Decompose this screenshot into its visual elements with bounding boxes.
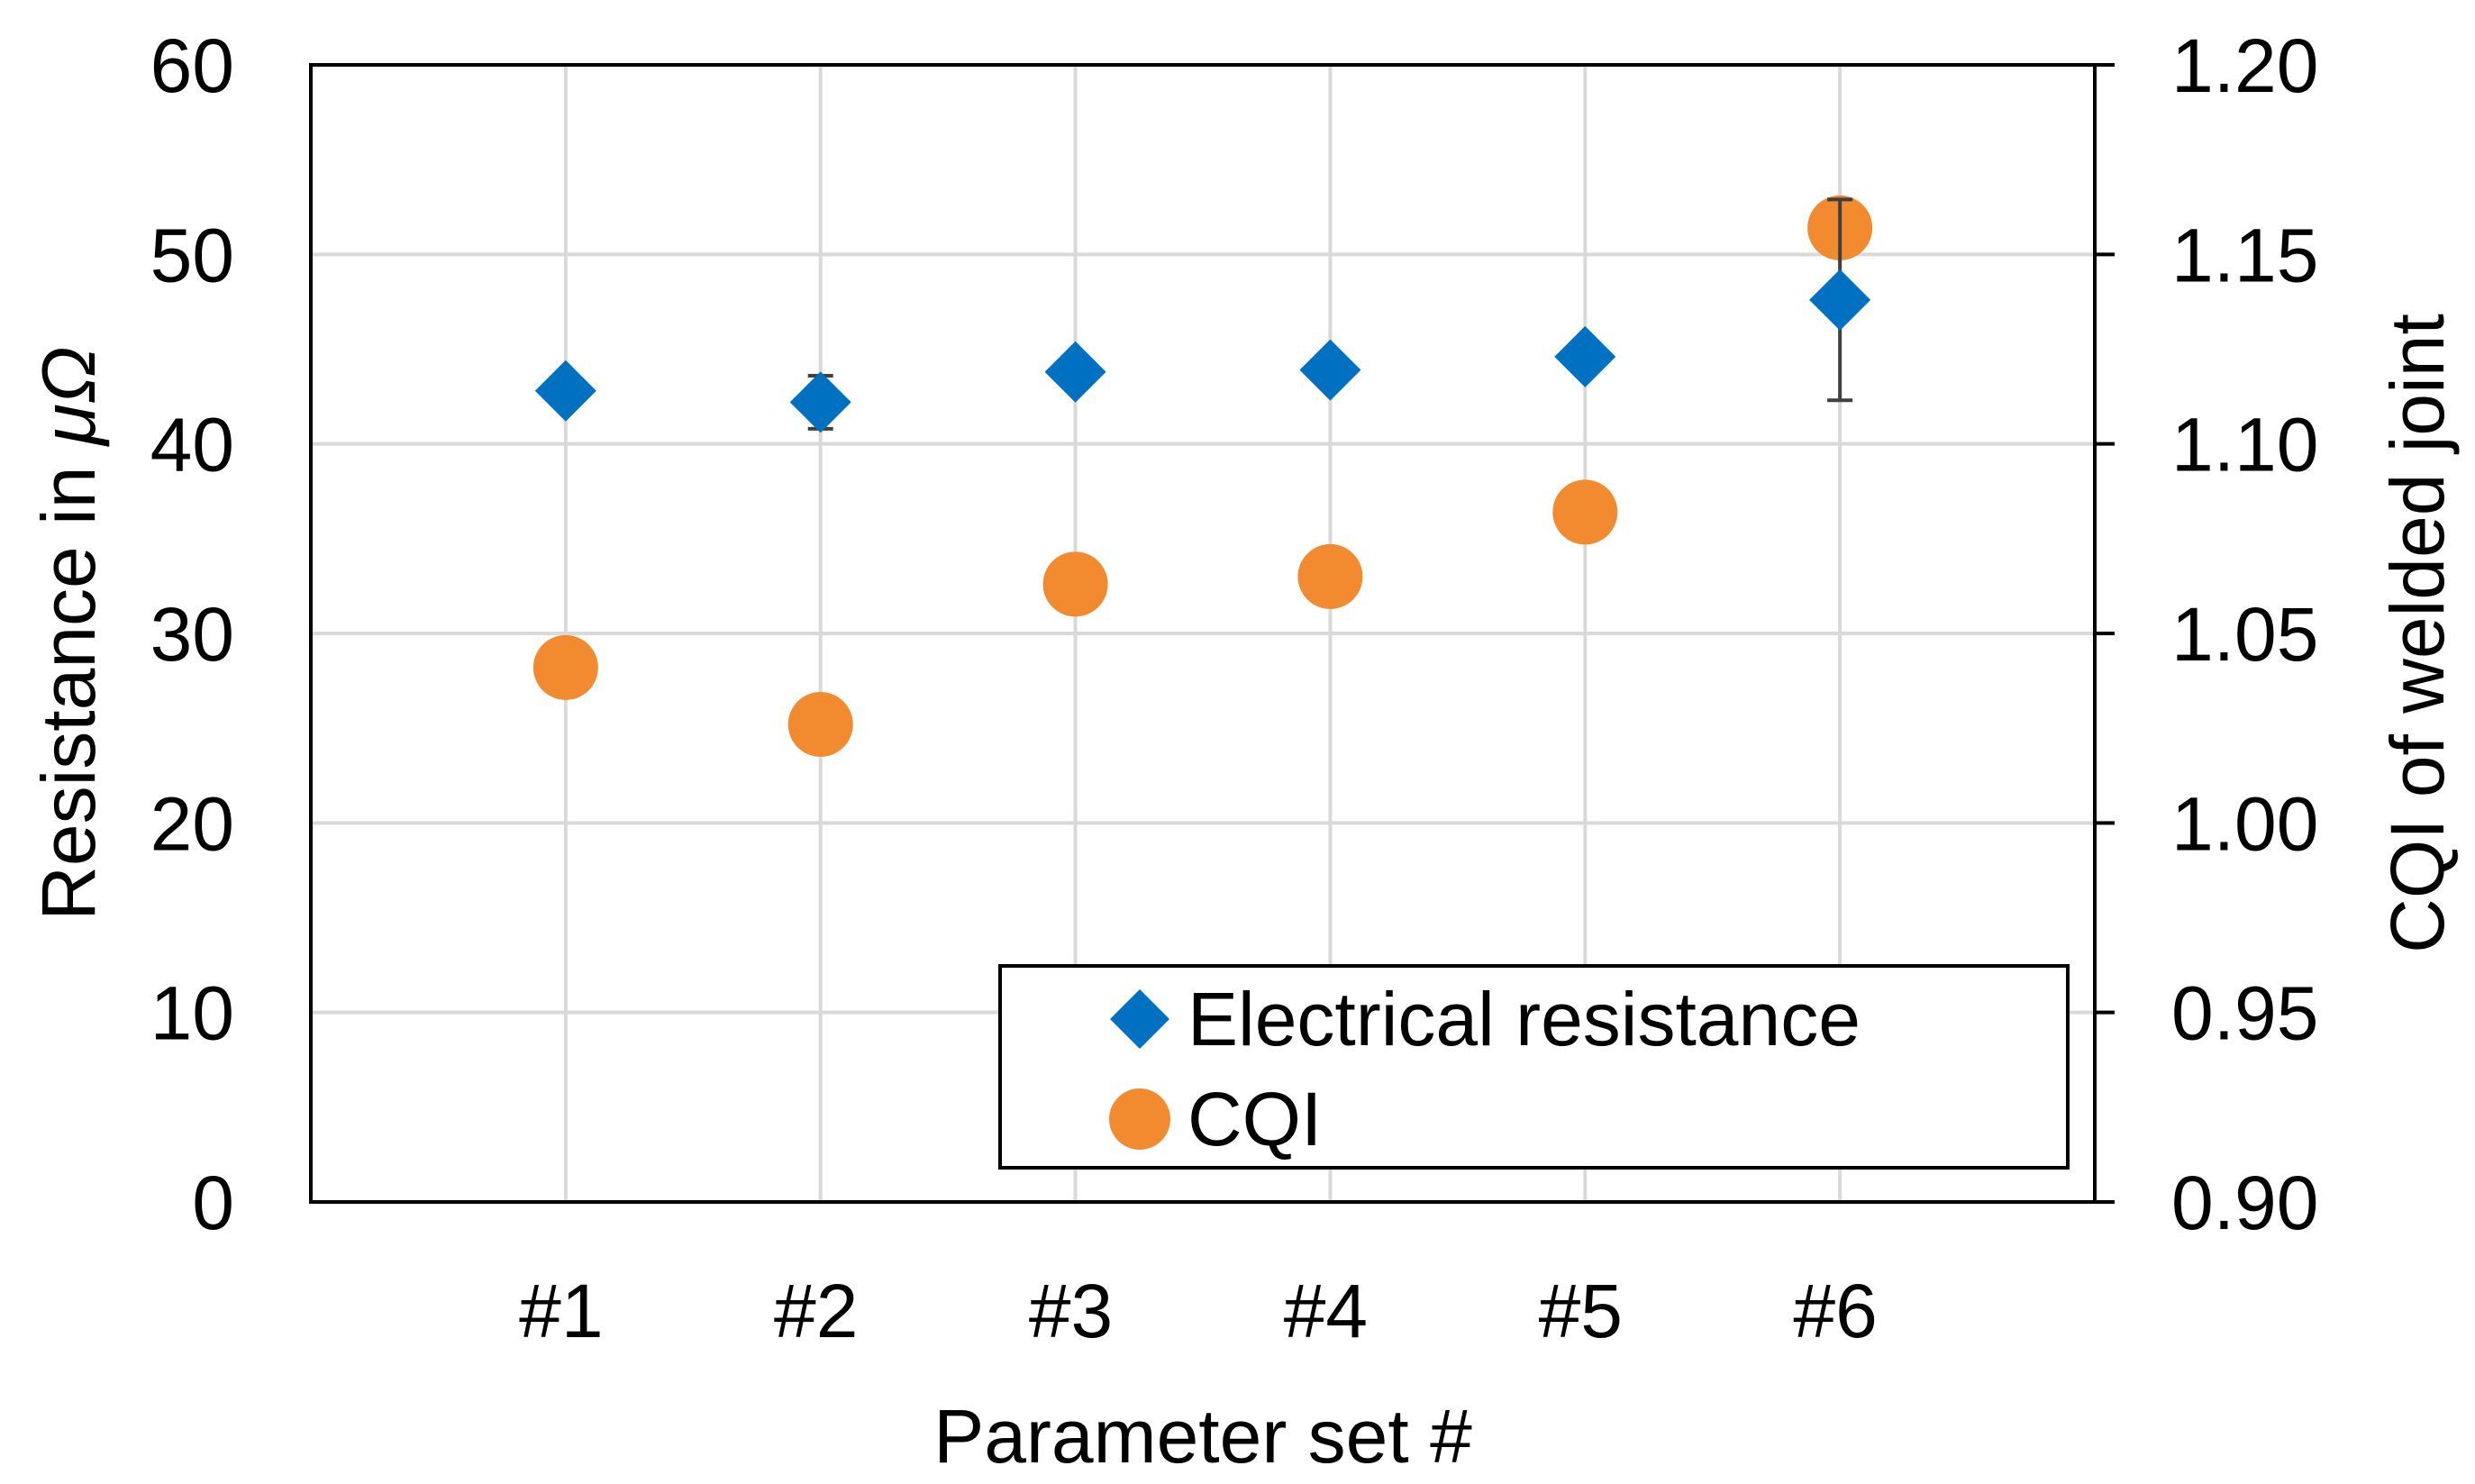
legend-label-cqi: CQI: [1187, 1077, 1322, 1161]
right-tick-label: 0.95: [2171, 971, 2319, 1056]
right-axis-ticks: 0.90 0.95 1.00 1.05 1.10 1.15 1.20: [2095, 23, 2319, 1245]
legend-marker-cqi: [1109, 1088, 1170, 1150]
resistance-point: [1299, 339, 1361, 401]
cqi-point: [787, 691, 853, 757]
x-tick-label: #1: [519, 1269, 603, 1353]
legend-box: [998, 964, 2070, 1170]
left-tick-label: 20: [150, 781, 234, 866]
right-tick-label: 1.00: [2171, 781, 2319, 866]
legend-marker-electrical-resistance: [1110, 989, 1169, 1049]
left-axis-title-prefix: Resistance in: [26, 445, 111, 921]
right-tick-label: 0.90: [2171, 1161, 2319, 1245]
resistance-point: [1554, 325, 1616, 387]
data-marks: [532, 195, 1873, 757]
resistance-point: [1044, 341, 1106, 403]
x-tick-label: #3: [1029, 1269, 1113, 1353]
x-axis-ticks: #1 #2 #3 #4 #5 #6: [519, 1269, 1878, 1353]
left-tick-label: 60: [150, 23, 234, 108]
cqi-point: [532, 634, 598, 700]
left-axis-title-unit: μΩ: [26, 346, 111, 447]
legend-label-electrical-resistance: Electrical resistance: [1187, 977, 1861, 1061]
cqi-point: [1042, 551, 1108, 617]
x-axis-title: Parameter set #: [933, 1394, 1472, 1479]
x-tick-label: #4: [1284, 1269, 1368, 1353]
left-tick-label: 30: [150, 592, 234, 677]
resistance-point: [534, 360, 596, 422]
x-tick-label: #6: [1793, 1269, 1877, 1353]
resistance-point: [1809, 269, 1871, 331]
right-tick-label: 1.20: [2171, 23, 2319, 108]
resistance-point: [789, 371, 851, 433]
right-tick-label: 1.10: [2171, 403, 2319, 487]
left-axis-ticks: 0 10 20 30 40 50 60: [150, 23, 234, 1245]
right-tick-label: 1.05: [2171, 592, 2319, 677]
legend: Electrical resistance CQI: [998, 964, 2070, 1170]
left-tick-label: 0: [192, 1161, 234, 1245]
left-axis-title: Resistance in μΩ: [26, 346, 111, 921]
right-tick-label: 1.15: [2171, 213, 2319, 297]
x-tick-label: #5: [1539, 1269, 1623, 1353]
left-tick-label: 10: [150, 971, 234, 1056]
left-tick-label: 50: [150, 213, 234, 297]
x-tick-label: #2: [774, 1269, 858, 1353]
cqi-point: [1552, 479, 1618, 545]
cqi-point: [1297, 543, 1363, 609]
right-axis-title: CQI of welded joint: [2375, 314, 2460, 953]
left-tick-label: 40: [150, 403, 234, 487]
